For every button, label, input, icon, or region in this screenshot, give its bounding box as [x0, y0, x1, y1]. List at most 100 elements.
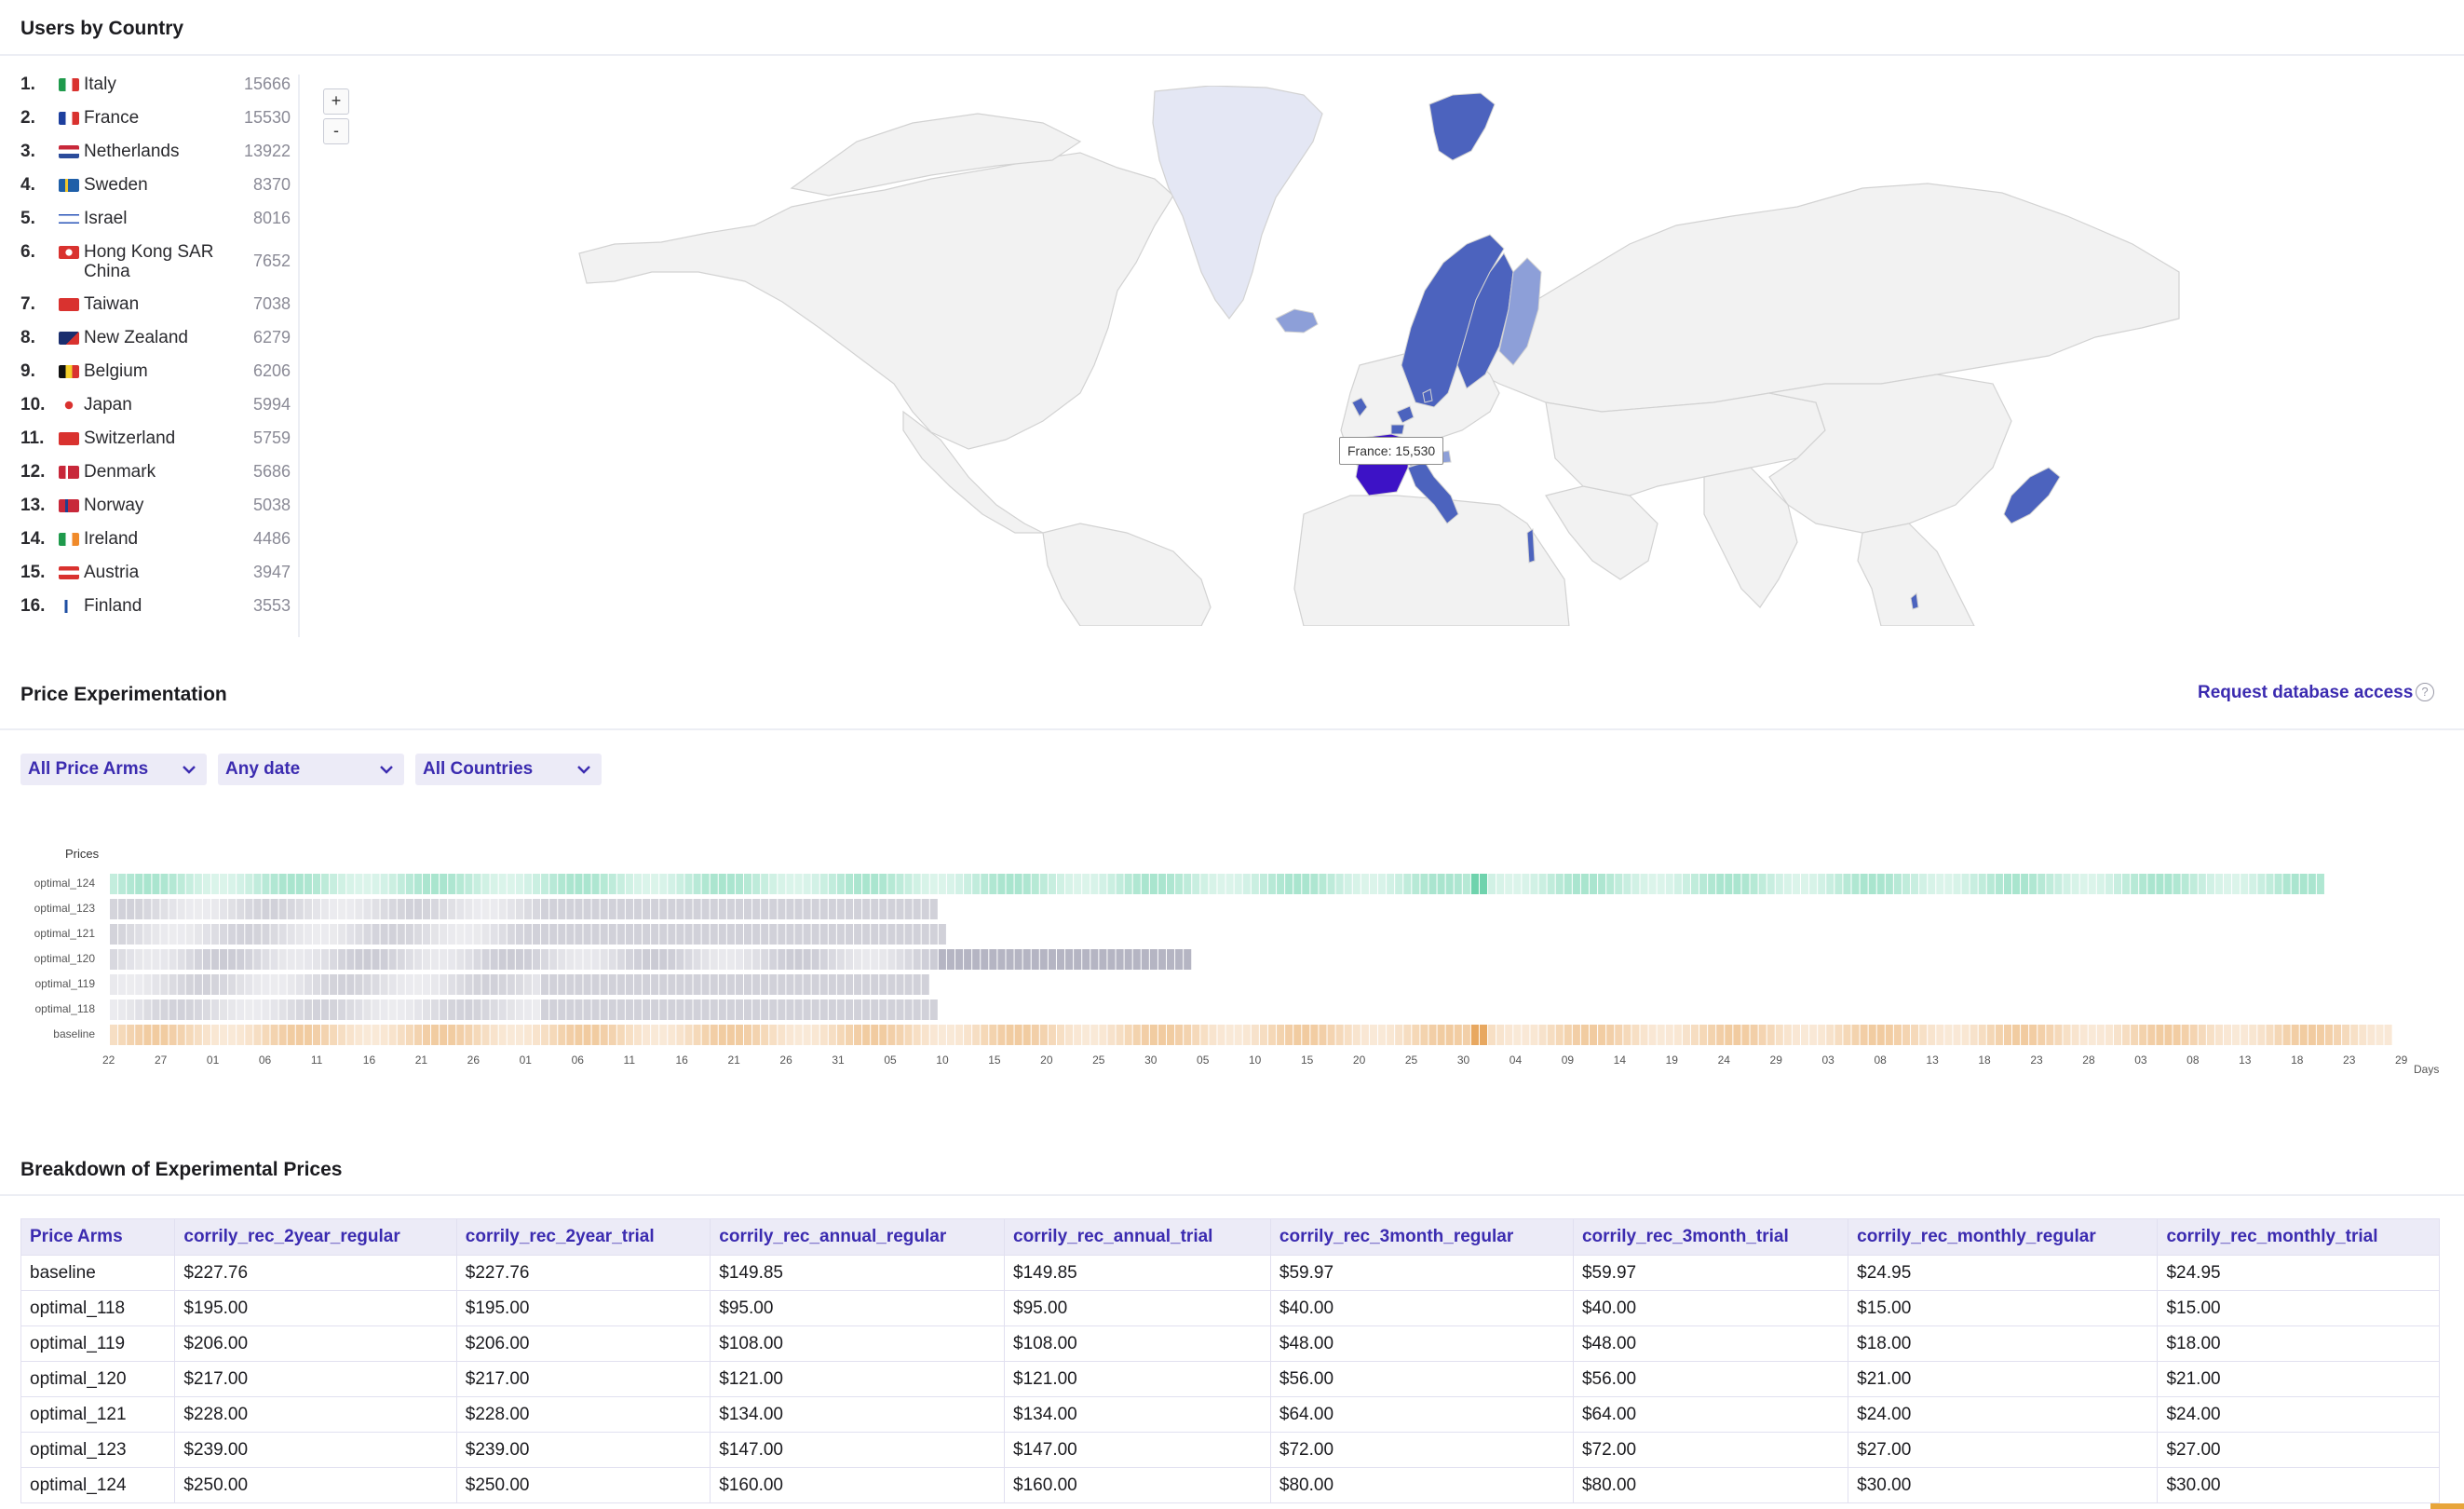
heatmap-cell[interactable]	[456, 874, 465, 894]
heatmap-cell[interactable]	[295, 874, 304, 894]
heatmap-cell[interactable]	[2029, 1025, 2038, 1045]
heatmap-cell[interactable]	[887, 999, 896, 1020]
heatmap-cell[interactable]	[135, 974, 143, 995]
heatmap-cell[interactable]	[481, 1025, 490, 1045]
heatmap-cell[interactable]	[1031, 1025, 1039, 1045]
heatmap-cell[interactable]	[185, 874, 194, 894]
heatmap-cell[interactable]	[549, 924, 558, 945]
heatmap-cell[interactable]	[803, 924, 811, 945]
heatmap-cell[interactable]	[1217, 874, 1225, 894]
heatmap-cell[interactable]	[490, 1025, 498, 1045]
heatmap-cell[interactable]	[1006, 949, 1014, 970]
heatmap-cell[interactable]	[718, 874, 726, 894]
heatmap-cell[interactable]	[2299, 1025, 2308, 1045]
heatmap-cell[interactable]	[1513, 1025, 1522, 1045]
heatmap-cell[interactable]	[405, 1025, 413, 1045]
heatmap-cell[interactable]	[1505, 1025, 1513, 1045]
country-row[interactable]: 4. Sweden 8370	[20, 175, 291, 209]
heatmap-cell[interactable]	[558, 949, 566, 970]
country-row[interactable]: 13. Norway 5038	[20, 496, 291, 529]
heatmap-cell[interactable]	[270, 924, 278, 945]
heatmap-cell[interactable]	[110, 874, 118, 894]
heatmap-cell[interactable]	[194, 974, 202, 995]
heatmap-cell[interactable]	[1167, 874, 1175, 894]
heatmap-cell[interactable]	[710, 1025, 718, 1045]
heatmap-cell[interactable]	[515, 1025, 523, 1045]
heatmap-cell[interactable]	[608, 899, 616, 919]
heatmap-cell[interactable]	[110, 949, 118, 970]
heatmap-cell[interactable]	[448, 924, 456, 945]
heatmap-cell[interactable]	[473, 874, 481, 894]
heatmap-cell[interactable]	[533, 999, 541, 1020]
heatmap-cell[interactable]	[515, 924, 523, 945]
heatmap-cell[interactable]	[1251, 1025, 1259, 1045]
heatmap-cell[interactable]	[1758, 874, 1767, 894]
heatmap-cell[interactable]	[118, 949, 127, 970]
heatmap-cell[interactable]	[405, 974, 413, 995]
heatmap-cell[interactable]	[1851, 1025, 1860, 1045]
heatmap-cell[interactable]	[1056, 1025, 1065, 1045]
heatmap-cell[interactable]	[668, 1025, 676, 1045]
heatmap-cell[interactable]	[1099, 1025, 1107, 1045]
heatmap-cell[interactable]	[591, 999, 600, 1020]
heatmap-cell[interactable]	[575, 924, 583, 945]
heatmap-cell[interactable]	[608, 949, 616, 970]
heatmap-cell[interactable]	[1919, 874, 1928, 894]
heatmap-cell[interactable]	[862, 924, 871, 945]
heatmap-cell[interactable]	[643, 899, 651, 919]
heatmap-cell[interactable]	[1259, 1025, 1267, 1045]
heatmap-cell[interactable]	[828, 949, 836, 970]
heatmap-cell[interactable]	[456, 974, 465, 995]
heatmap-cell[interactable]	[2241, 874, 2249, 894]
heatmap-cell[interactable]	[718, 949, 726, 970]
heatmap-cell[interactable]	[896, 874, 904, 894]
heatmap-cell[interactable]	[2131, 874, 2139, 894]
heatmap-cell[interactable]	[397, 999, 405, 1020]
heatmap-cell[interactable]	[355, 949, 363, 970]
heatmap-cell[interactable]	[913, 949, 921, 970]
heatmap-cell[interactable]	[210, 949, 220, 970]
heatmap-cell[interactable]	[643, 974, 651, 995]
heatmap-cell[interactable]	[904, 974, 913, 995]
heatmap-cell[interactable]	[210, 974, 220, 995]
heatmap-cell[interactable]	[388, 924, 397, 945]
price-arms-dropdown[interactable]: All Price Arms	[20, 754, 207, 785]
heatmap-cell[interactable]	[701, 924, 710, 945]
heatmap-cell[interactable]	[828, 999, 836, 1020]
heatmap-cell[interactable]	[127, 924, 135, 945]
heatmap-cell[interactable]	[946, 1025, 954, 1045]
heatmap-cell[interactable]	[202, 1025, 210, 1045]
heatmap-cell[interactable]	[744, 949, 752, 970]
heatmap-cell[interactable]	[262, 1025, 270, 1045]
heatmap-cell[interactable]	[1936, 874, 1944, 894]
heatmap-cell[interactable]	[608, 999, 616, 1020]
table-column-header[interactable]: corrily_rec_3month_trial	[1572, 1218, 1849, 1256]
heatmap-cell[interactable]	[346, 1025, 355, 1045]
heatmap-cell[interactable]	[735, 874, 743, 894]
heatmap-cell[interactable]	[1437, 874, 1445, 894]
heatmap-cell[interactable]	[1175, 949, 1184, 970]
heatmap-cell[interactable]	[1496, 874, 1505, 894]
heatmap-cell[interactable]	[177, 924, 185, 945]
heatmap-cell[interactable]	[1403, 1025, 1412, 1045]
heatmap-cell[interactable]	[904, 924, 913, 945]
heatmap-cell[interactable]	[616, 974, 625, 995]
heatmap-cell[interactable]	[1750, 874, 1758, 894]
heatmap-cell[interactable]	[955, 949, 964, 970]
heatmap-cell[interactable]	[591, 924, 600, 945]
heatmap-cell[interactable]	[1082, 874, 1090, 894]
heatmap-cell[interactable]	[871, 974, 879, 995]
heatmap-cell[interactable]	[253, 974, 262, 995]
heatmap-cell[interactable]	[2181, 874, 2189, 894]
heatmap-cell[interactable]	[1944, 1025, 1953, 1045]
heatmap-cell[interactable]	[523, 1025, 532, 1045]
heatmap-cell[interactable]	[278, 949, 287, 970]
heatmap-cell[interactable]	[388, 1025, 397, 1045]
heatmap-cell[interactable]	[160, 949, 169, 970]
heatmap-cell[interactable]	[794, 874, 803, 894]
heatmap-cell[interactable]	[726, 974, 735, 995]
heatmap-cell[interactable]	[769, 949, 778, 970]
heatmap-cell[interactable]	[583, 1025, 591, 1045]
heatmap-cell[interactable]	[1488, 1025, 1496, 1045]
heatmap-cell[interactable]	[278, 899, 287, 919]
